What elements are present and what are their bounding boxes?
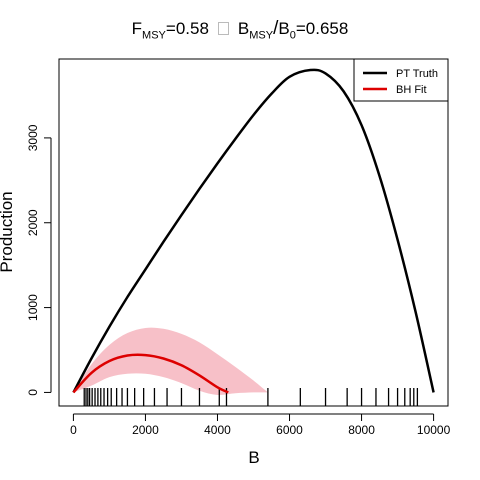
title-fmsy-value: =0.58	[165, 19, 209, 38]
legend-box	[353, 58, 449, 102]
legend-label: PT Truth	[396, 68, 438, 80]
x-tick-label: 10000	[417, 423, 451, 437]
y-axis-label: Production	[0, 191, 16, 272]
series-line-bh-fit	[72, 353, 229, 394]
x-tick-label: 2000	[132, 423, 159, 437]
title-ratio-slash: /	[273, 18, 279, 39]
axes-layer: 0 2000 4000 6000 8000 10000 0 1000 2000 3000	[26, 124, 451, 437]
plot-frame	[58, 58, 449, 407]
title-fmsy-sub: MSY	[142, 29, 166, 42]
x-tick-label: 4000	[204, 423, 231, 437]
title-ratio-b1: B	[237, 19, 250, 38]
series-line-pt-truth	[72, 68, 435, 394]
missing-glyph-box	[217, 22, 229, 35]
x-tick-label: 6000	[276, 423, 303, 437]
legend-label: BH Fit	[396, 84, 427, 96]
x-tick-label: 0	[70, 423, 77, 437]
y-tick-label: 2000	[26, 209, 40, 236]
title-ratio-b1-sub: MSY	[249, 29, 274, 42]
legend: PT Truth BH Fit	[353, 58, 449, 102]
series-layer	[72, 68, 435, 394]
x-tick-label: 8000	[348, 423, 375, 437]
title-ratio-b2-sub: 0	[289, 29, 296, 42]
title-fmsy-prefix: F	[131, 19, 143, 38]
y-tick-label: 3000	[26, 124, 40, 151]
title-ratio-value: =0.658	[295, 19, 349, 38]
chart-title: FMSY=0.58 BMSY/B0=0.658	[0, 18, 480, 41]
y-tick-label: 0	[26, 389, 40, 396]
x-axis-label: B	[248, 448, 259, 467]
rug-layer	[83, 388, 419, 406]
title-ratio-b2: B	[278, 19, 290, 38]
y-tick-label: 1000	[26, 294, 40, 321]
